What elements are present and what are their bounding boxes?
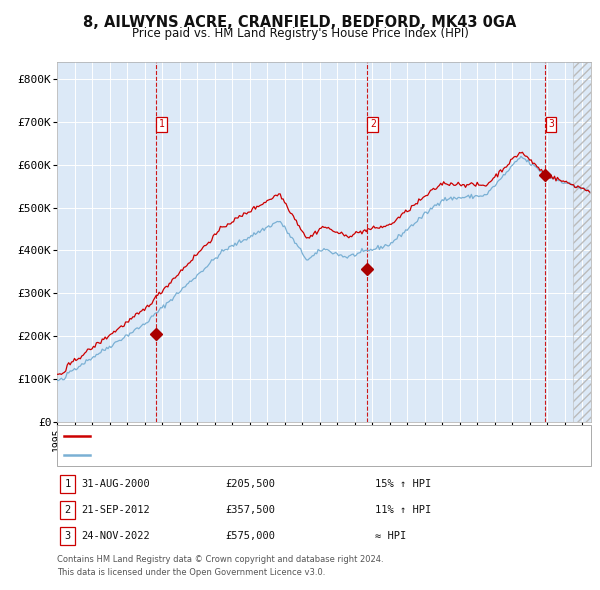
Text: Contains HM Land Registry data © Crown copyright and database right 2024.: Contains HM Land Registry data © Crown c… xyxy=(57,555,383,563)
Text: 8, AILWYNS ACRE, CRANFIELD, BEDFORD, MK43 0GA (detached house): 8, AILWYNS ACRE, CRANFIELD, BEDFORD, MK4… xyxy=(93,431,465,441)
Text: 15% ↑ HPI: 15% ↑ HPI xyxy=(375,479,431,489)
Text: ≈ HPI: ≈ HPI xyxy=(375,531,406,540)
Text: £205,500: £205,500 xyxy=(225,479,275,489)
Text: This data is licensed under the Open Government Licence v3.0.: This data is licensed under the Open Gov… xyxy=(57,568,325,576)
Text: 2: 2 xyxy=(64,505,71,514)
Text: 3: 3 xyxy=(64,531,71,540)
Text: 1: 1 xyxy=(64,479,71,489)
Text: 2: 2 xyxy=(370,119,376,129)
Text: 24-NOV-2022: 24-NOV-2022 xyxy=(81,531,150,540)
Text: 1: 1 xyxy=(159,119,165,129)
Text: 8, AILWYNS ACRE, CRANFIELD, BEDFORD, MK43 0GA: 8, AILWYNS ACRE, CRANFIELD, BEDFORD, MK4… xyxy=(83,15,517,30)
Text: Price paid vs. HM Land Registry's House Price Index (HPI): Price paid vs. HM Land Registry's House … xyxy=(131,27,469,40)
Text: 21-SEP-2012: 21-SEP-2012 xyxy=(81,505,150,514)
Text: £357,500: £357,500 xyxy=(225,505,275,514)
Bar xyxy=(574,62,591,422)
Text: £575,000: £575,000 xyxy=(225,531,275,540)
Text: 3: 3 xyxy=(548,119,554,129)
Text: 31-AUG-2000: 31-AUG-2000 xyxy=(81,479,150,489)
Text: HPI: Average price, detached house, Central Bedfordshire: HPI: Average price, detached house, Cent… xyxy=(93,450,429,460)
Text: 11% ↑ HPI: 11% ↑ HPI xyxy=(375,505,431,514)
